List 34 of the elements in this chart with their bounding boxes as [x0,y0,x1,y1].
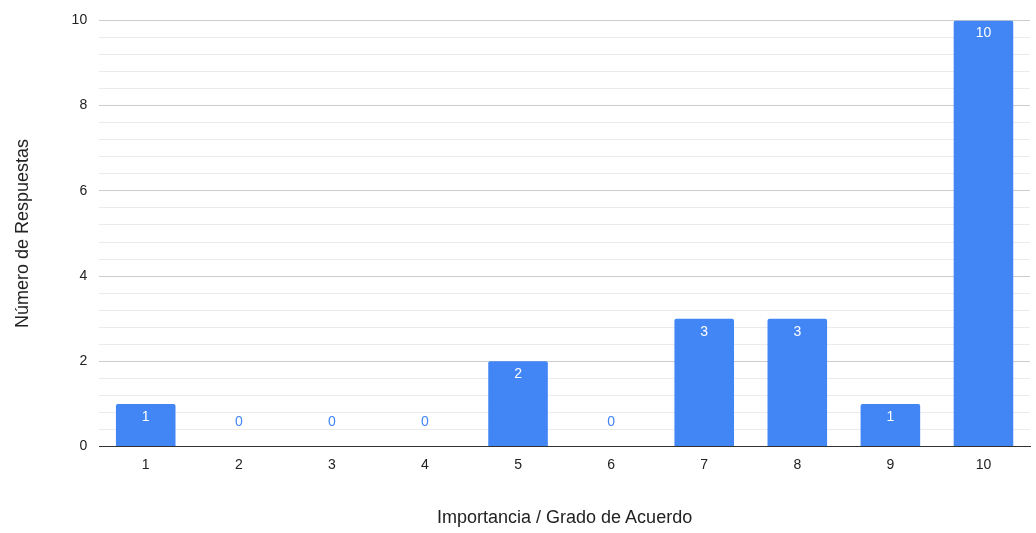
y-tick-label: 0 [79,437,88,454]
x-tick-label: 1 [141,455,150,472]
x-tick-label: 3 [327,455,336,472]
y-tick-label: 6 [79,181,88,198]
bar [860,403,921,447]
y-axis-title: Número de Respuestas [11,138,32,329]
x-tick-label: 4 [421,455,430,472]
x-tick-label: 8 [793,455,802,472]
data-label: 1 [141,407,150,424]
y-tick-label: 2 [79,352,88,369]
x-tick-label: 7 [700,455,709,472]
data-label: 3 [700,322,709,339]
x-tick-label: 9 [886,455,895,472]
data-label: 0 [421,413,430,430]
data-label: 0 [234,413,243,430]
x-tick-label: 6 [607,455,616,472]
x-tick-label: 2 [234,455,243,472]
bar [674,318,734,447]
data-label: 1 [886,407,895,424]
y-tick-label: 4 [79,266,88,283]
bar [953,20,1014,447]
x-axis-title: Importancia / Grado de Acuerdo [437,507,693,528]
data-label: 10 [975,24,992,41]
x-tick-label: 10 [975,455,992,472]
bar [115,403,176,447]
bar [767,318,828,447]
y-tick-label: 8 [79,96,88,113]
data-label: 3 [793,322,802,339]
x-tick-label: 5 [514,455,523,472]
data-label: 0 [327,413,336,430]
data-label: 0 [607,413,616,430]
bar [488,361,548,447]
y-tick-label: 10 [71,11,88,28]
data-label: 2 [514,365,523,382]
